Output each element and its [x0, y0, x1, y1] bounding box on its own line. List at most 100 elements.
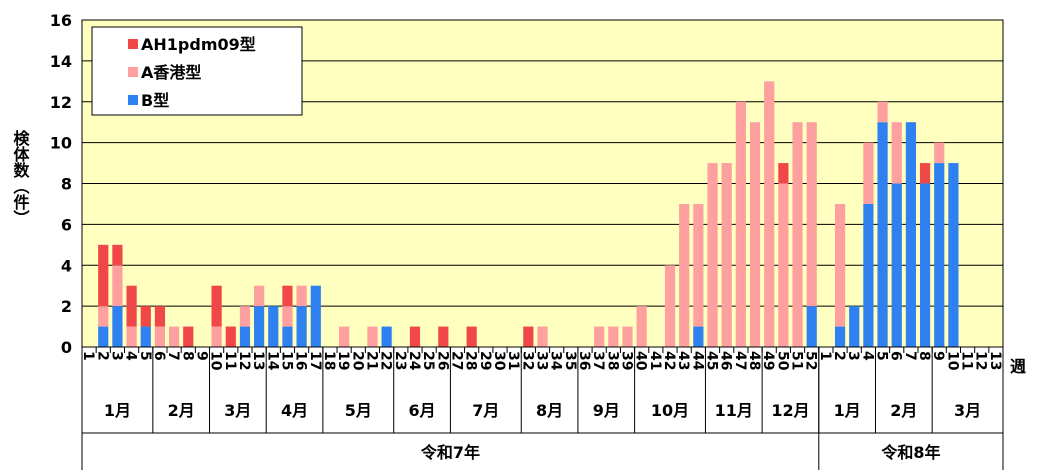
x-tick-label: 29 [477, 351, 493, 370]
x-tick-label: 43 [675, 351, 691, 370]
x-tick-label: 11 [222, 351, 238, 370]
bar-segment [721, 163, 732, 347]
y-tick-label: 12 [50, 93, 72, 112]
legend-swatch [128, 67, 138, 77]
bar-segment [778, 163, 789, 184]
bar-segment [211, 326, 222, 347]
x-tick-label: 18 [321, 351, 337, 370]
bar-segment [112, 244, 123, 266]
bar-segment [735, 101, 746, 347]
x-tick-label: 4 [123, 351, 139, 361]
bar-segment [381, 326, 392, 347]
bar-segment [367, 326, 378, 347]
month-label: 11月 [715, 401, 753, 420]
bar-segment [863, 203, 874, 347]
bar-segment [112, 265, 123, 307]
x-tick-label: 15 [278, 351, 294, 370]
legend-box [91, 26, 303, 116]
bar-segment [863, 142, 874, 204]
x-tick-label: 19 [335, 351, 351, 370]
x-tick-label: 1 [80, 351, 96, 361]
month-label: 7月 [472, 401, 499, 420]
bar-segment [523, 326, 534, 347]
bar-segment [806, 306, 817, 347]
x-tick-label: 7 [902, 351, 918, 361]
x-tick-label: 26 [434, 351, 450, 370]
month-label: 1月 [834, 401, 861, 420]
x-tick-label: 8 [179, 351, 195, 361]
bar-segment [679, 203, 690, 347]
x-tick-label: 36 [576, 351, 592, 370]
x-tick-label: 49 [760, 351, 776, 370]
x-tick-label: 5 [137, 351, 153, 361]
bar-segment [707, 163, 718, 347]
bar-segment [764, 81, 775, 347]
x-tick-label: 16 [293, 351, 309, 370]
bar-segment [282, 326, 293, 347]
month-label: 9月 [593, 401, 620, 420]
x-tick-label: 41 [647, 351, 663, 370]
month-label: 12月 [771, 401, 809, 420]
x-tick-label: 10 [944, 351, 960, 371]
bar-segment [140, 306, 151, 327]
x-tick-label: 42 [661, 351, 677, 370]
x-tick-label: 23 [392, 351, 408, 370]
x-tick-label: 7 [165, 351, 181, 361]
x-tick-label: 13 [987, 351, 1003, 370]
x-tick-label: 21 [363, 351, 379, 370]
bar-segment [239, 326, 251, 347]
month-label: 2月 [168, 401, 195, 420]
bar-segment [126, 285, 137, 327]
x-tick-label: 28 [463, 351, 479, 370]
y-tick-label: 4 [61, 256, 72, 275]
bar-segment [778, 183, 789, 347]
x-tick-label: 39 [619, 351, 635, 370]
bar-segment [608, 326, 619, 347]
bar-segment [693, 203, 704, 327]
x-tick-label: 44 [689, 351, 705, 371]
x-tick-label: 30 [491, 351, 507, 371]
y-tick-label: 2 [61, 297, 72, 316]
month-label: 4月 [281, 401, 308, 420]
bar-segment [296, 306, 307, 347]
x-tick-label: 17 [307, 351, 323, 370]
month-label: 6月 [408, 401, 435, 420]
x-tick-label: 34 [548, 351, 564, 371]
x-tick-label: 35 [562, 351, 578, 370]
x-tick-label: 5 [874, 351, 890, 361]
x-tick-label: 52 [803, 351, 819, 370]
x-tick-label: 13 [250, 351, 266, 370]
bar-segment [112, 306, 123, 347]
bar-segment [891, 122, 902, 184]
legend-swatch [128, 95, 138, 105]
bar-segment [268, 306, 279, 347]
x-tick-label: 12 [973, 351, 989, 370]
x-tick-label: 47 [732, 351, 748, 370]
y-tick-label: 0 [61, 338, 72, 357]
bar-segment [282, 306, 293, 327]
bar-segment [254, 306, 265, 347]
x-tick-label: 10 [208, 351, 224, 371]
bar-segment [749, 122, 761, 347]
bar-segment [239, 306, 251, 327]
legend: AH1pdm09型 A香港型 B型 [91, 26, 303, 116]
month-label: 5月 [345, 401, 372, 420]
bar-segment [438, 326, 449, 347]
bar-segment [98, 306, 109, 327]
bar-segment [98, 244, 109, 307]
bar-segment [622, 326, 633, 347]
x-tick-label: 14 [264, 351, 280, 371]
y-tick-label: 10 [50, 134, 72, 153]
y-axis-label: 検体数（件） [11, 129, 30, 226]
x-tick-label: 2 [94, 351, 110, 361]
bar-segment [168, 326, 180, 347]
bar-segment [834, 203, 846, 327]
x-tick-label: 45 [704, 351, 720, 370]
bar-segment [296, 285, 307, 307]
x-tick-label: 24 [406, 351, 422, 371]
bar-segment [919, 163, 931, 184]
month-label: 2月 [890, 401, 917, 420]
bar-segment [877, 122, 888, 347]
legend-swatch [128, 39, 138, 49]
